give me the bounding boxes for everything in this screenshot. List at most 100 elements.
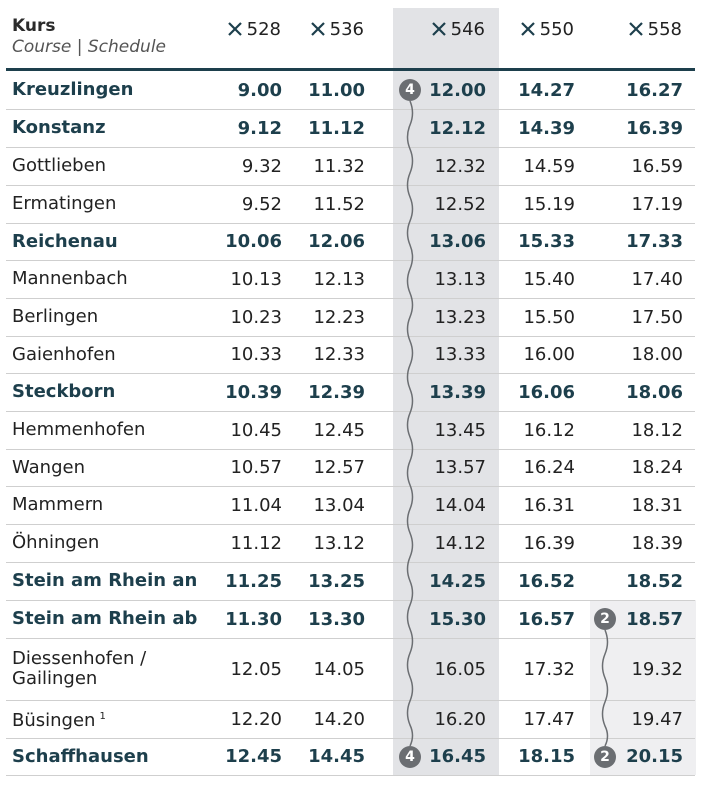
departure-time: 16.59 (631, 155, 683, 177)
table-row: Wangen 10.57 12.57 13.57 16.24 18.24 (6, 449, 695, 487)
stop-name: Berlingen (12, 298, 98, 336)
table-row: Kreuzlingen 9.00 11.00 12.00 14.27 16.27 (6, 71, 695, 110)
departure-time: 16.05 (434, 658, 486, 680)
departure-time: 13.04 (313, 494, 365, 516)
departure-time: 16.57 (518, 608, 575, 630)
table-row: Büsingen 1 12.20 14.20 16.20 17.47 19.47 (6, 700, 695, 739)
table-row: Berlingen 10.23 12.23 13.23 15.50 17.50 (6, 298, 695, 337)
departure-time: 14.45 (308, 746, 365, 767)
header-title: Kurs (12, 16, 56, 36)
departure-time: 10.06 (225, 231, 282, 252)
departure-time: 16.20 (434, 708, 486, 730)
departure-time: 16.27 (626, 79, 683, 101)
table-row: Stein am Rhein ab 11.30 13.30 15.30 16.57 18.… (6, 600, 695, 639)
stop-name: Reichenau (12, 223, 118, 260)
stop-label: Öhningen (12, 532, 100, 553)
departure-time: 9.12 (237, 117, 282, 139)
stop-name: Konstanz (12, 109, 106, 147)
table-row: Steckborn 10.39 12.39 13.39 16.06 18.06 (6, 373, 695, 412)
departure-time: 18.57 (626, 608, 683, 630)
stop-label: Hemmenhofen (12, 419, 146, 440)
ship-course-icon (628, 22, 643, 36)
connection-badge: 2 (594, 746, 616, 768)
table-row: Mannenbach 10.13 12.13 13.13 15.40 17.40 (6, 260, 695, 299)
departure-time: 9.32 (241, 155, 282, 177)
departure-time: 16.24 (523, 457, 575, 478)
stop-name: Öhningen (12, 524, 99, 562)
table-row: Stein am Rhein an 11.25 13.25 14.25 16.52 18.… (6, 562, 695, 601)
header-subtitle: Course | Schedule (12, 37, 167, 57)
departure-time: 9.52 (241, 193, 282, 215)
stop-name: Gottlieben (12, 147, 106, 185)
stop-label: Wangen (12, 456, 85, 478)
departure-time: 14.12 (434, 532, 486, 554)
departure-time: 12.23 (313, 306, 365, 328)
departure-time: 12.00 (429, 79, 486, 101)
column-number: 528 (246, 18, 281, 40)
departure-time: 18.52 (626, 570, 683, 592)
stop-label: Stein am Rhein ab (12, 608, 198, 629)
column-header-2: 546 (390, 16, 485, 42)
stop-label: Schaffhausen (12, 745, 149, 767)
stop-name: Kreuzlingen (12, 71, 133, 109)
departure-time: 16.39 (626, 117, 683, 139)
connection-line-558 (601, 630, 609, 746)
stop-name: Wangen (12, 449, 85, 486)
connection-line-546 (406, 101, 414, 746)
departure-time: 10.45 (230, 419, 282, 441)
stop-label: Konstanz (12, 117, 106, 138)
departure-time: 13.33 (434, 344, 486, 365)
departure-time: 14.25 (429, 570, 486, 592)
header-divider (6, 68, 695, 71)
departure-time: 12.06 (308, 231, 365, 252)
departure-time: 13.12 (313, 532, 365, 554)
departure-time: 18.00 (631, 344, 683, 365)
departure-time: 11.04 (230, 494, 282, 516)
ship-course-icon (227, 22, 242, 36)
departure-time: 12.13 (313, 268, 365, 290)
departure-time: 15.50 (523, 306, 575, 328)
departure-time: 12.57 (313, 457, 365, 478)
departure-time: 16.45 (429, 746, 486, 767)
column-header-1: 536 (269, 16, 364, 42)
departure-time: 12.39 (308, 381, 365, 403)
departure-time: 13.39 (429, 381, 486, 403)
departure-time: 11.25 (225, 570, 282, 592)
departure-time: 12.45 (313, 419, 365, 441)
departure-time: 10.23 (230, 306, 282, 328)
departure-time: 14.59 (523, 155, 575, 177)
departure-time: 17.47 (523, 708, 575, 730)
departure-time: 16.52 (518, 570, 575, 592)
departure-time: 13.06 (429, 231, 486, 252)
table-row: Gaienhofen 10.33 12.33 13.33 16.00 18.00 (6, 336, 695, 374)
table-row: Gottlieben 9.32 11.32 12.32 14.59 16.59 (6, 147, 695, 186)
column-header-0: 528 (186, 16, 281, 42)
stop-label: Mammern (12, 494, 104, 515)
departure-time: 16.06 (518, 381, 575, 403)
departure-time: 12.12 (429, 117, 486, 139)
stop-name: Mannenbach (12, 260, 128, 298)
departure-time: 13.45 (434, 419, 486, 441)
stop-label: Gottlieben (12, 155, 107, 176)
departure-time: 12.20 (230, 708, 282, 730)
departure-time: 18.12 (631, 419, 683, 441)
stop-label: Büsingen (12, 710, 96, 731)
departure-time: 14.27 (518, 79, 575, 101)
stop-name: Diessenhofen / Gailingen (12, 638, 146, 700)
table-row: Reichenau 10.06 12.06 13.06 15.33 17.33 (6, 223, 695, 261)
stop-name: Ermatingen (12, 185, 116, 223)
departure-time: 18.15 (518, 746, 575, 767)
stop-label: Ermatingen (12, 193, 117, 214)
stop-name: Stein am Rhein an (12, 562, 197, 600)
table-row: Ermatingen 9.52 11.52 12.52 15.19 17.19 (6, 185, 695, 224)
stop-name: Hemmenhofen (12, 411, 145, 449)
departure-time: 16.31 (523, 494, 575, 516)
departure-time: 11.30 (225, 608, 282, 630)
departure-time: 15.33 (518, 231, 575, 252)
column-number: 536 (329, 18, 364, 40)
departure-time: 12.52 (434, 193, 486, 215)
table-row: Öhningen 11.12 13.12 14.12 16.39 18.39 (6, 524, 695, 563)
departure-time: 17.33 (626, 231, 683, 252)
departure-time: 16.00 (523, 344, 575, 365)
stop-name: Steckborn (12, 373, 115, 411)
